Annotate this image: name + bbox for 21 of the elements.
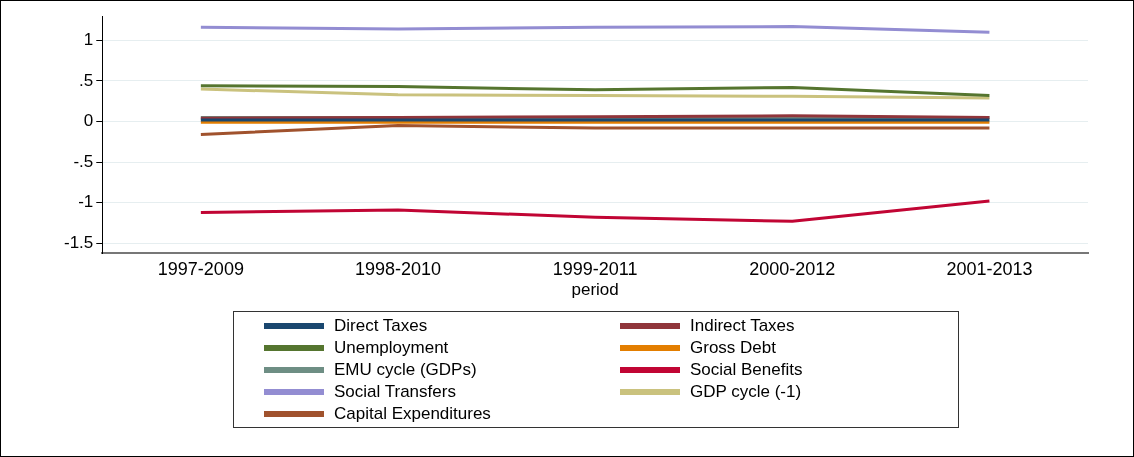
legend-label: Unemployment [334, 337, 449, 358]
legend-label: Social Benefits [690, 359, 803, 380]
legend-label: Social Transfers [334, 381, 456, 402]
legend-label: Gross Debt [690, 337, 776, 358]
y-tick-label: 1 [83, 30, 94, 50]
y-tick-label: -1 [78, 192, 94, 212]
x-tick-label: 2000-2012 [749, 258, 836, 279]
x-axis-title: period [571, 280, 619, 300]
x-tick-label: 1999-2011 [552, 258, 638, 279]
y-tick-label: .5 [79, 70, 94, 90]
y-tick-label: -.5 [73, 151, 94, 171]
legend-label: Direct Taxes [334, 315, 428, 336]
x-tick-label: 1998-2010 [354, 258, 442, 279]
legend-label: GDP cycle (-1) [690, 381, 802, 402]
y-tick-label: -1.5 [64, 232, 94, 252]
x-tick-label: 1997-2009 [157, 258, 244, 279]
legend-label: Indirect Taxes [690, 315, 795, 336]
legend-label: EMU cycle (GDPs) [334, 359, 477, 380]
x-tick-label: 2001-2013 [946, 258, 1033, 279]
legend-label: Capital Expenditures [334, 403, 491, 424]
y-tick-label: 0 [83, 111, 94, 131]
